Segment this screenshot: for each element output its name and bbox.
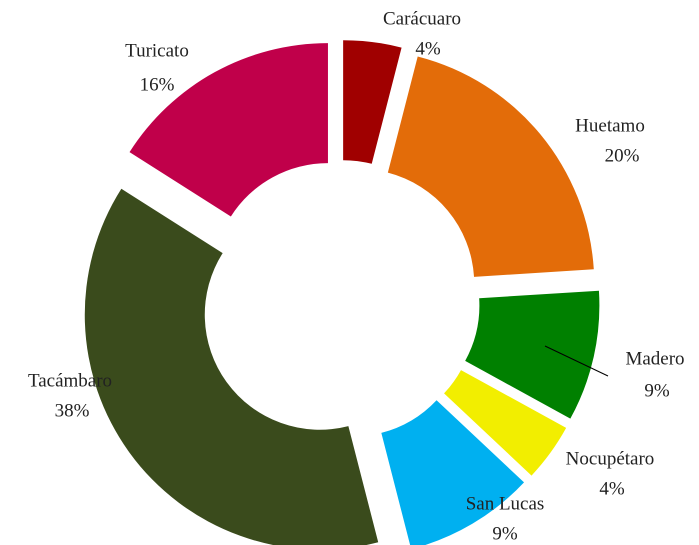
slice-value-label: 9% [492,523,518,544]
slice-value-label: 9% [644,380,670,401]
donut-slice [84,188,379,545]
donut-slice [381,400,525,545]
leader-line [544,345,609,377]
slice-value-label: 38% [55,400,90,421]
donut-slice [465,290,600,419]
slice-label: Madero [625,348,684,369]
slice-value-label: 4% [415,38,441,59]
slice-value-label: 20% [605,145,640,166]
slice-value-label: 4% [599,478,625,499]
donut-slice [343,40,402,164]
slice-value-label: 16% [140,74,175,95]
slice-label: Turicato [125,40,189,61]
donut-slice [129,43,328,217]
slice-label: Tacámbaro [28,370,112,391]
donut-slice [444,370,567,476]
donut-slice [387,56,594,277]
slice-label: San Lucas [466,493,545,514]
slice-label: Nocupétaro [566,448,655,469]
slice-label: Carácuaro [383,8,461,29]
slice-label: Huetamo [575,115,645,136]
